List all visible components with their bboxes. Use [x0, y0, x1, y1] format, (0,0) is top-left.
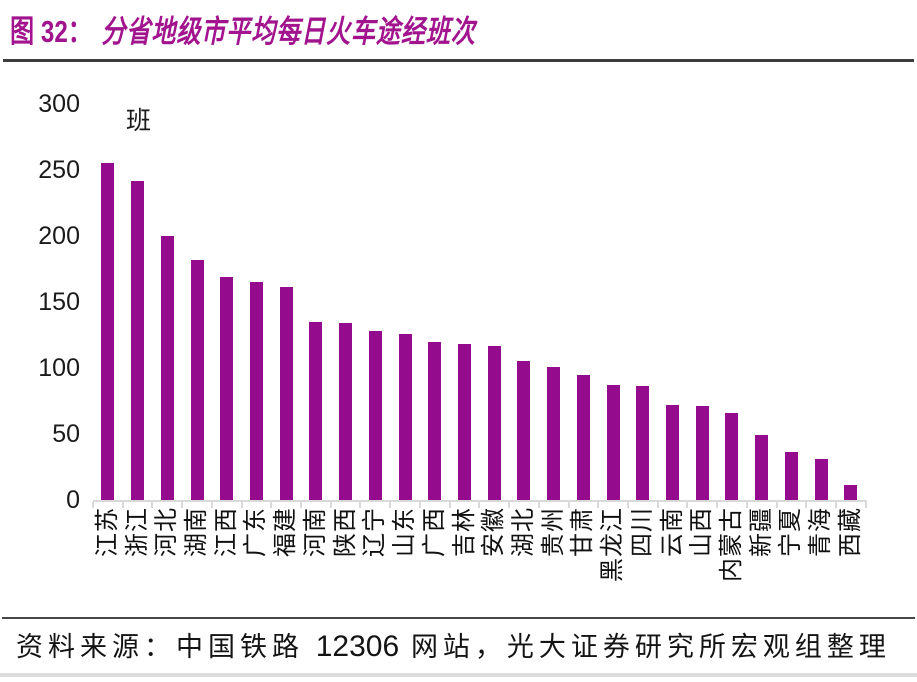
- x-axis-label: 河北: [153, 507, 181, 557]
- x-axis-tick: [716, 502, 719, 508]
- bar: [131, 180, 145, 500]
- x-axis-tick: [864, 502, 867, 508]
- x-axis-tick: [448, 502, 451, 508]
- bar: [695, 406, 709, 500]
- figure-number: 图 32：: [10, 14, 92, 49]
- x-axis-label: 陕西: [331, 507, 359, 557]
- x-axis-label: 山西: [688, 507, 716, 557]
- x-axis-tick: [626, 502, 629, 508]
- x-axis-tick: [478, 502, 481, 508]
- x-axis-label: 贵州: [539, 507, 567, 557]
- x-axis-label: 吉林: [450, 507, 478, 557]
- bar: [487, 345, 501, 500]
- x-axis-label: 四川: [628, 507, 656, 557]
- x-axis-tick: [270, 502, 273, 508]
- x-axis-tick: [359, 502, 362, 508]
- x-axis-tick: [537, 502, 540, 508]
- bar: [220, 276, 234, 500]
- x-axis-tick: [567, 502, 570, 508]
- source-note-number: 12306: [315, 630, 400, 663]
- y-axis-tick-label: 200: [38, 222, 80, 250]
- y-axis-tick-label: 300: [38, 90, 80, 118]
- y-axis-tick-label: 100: [38, 354, 80, 382]
- x-axis-tick: [418, 502, 421, 508]
- bar: [160, 236, 174, 500]
- bar: [547, 366, 561, 500]
- x-axis-label: 辽宁: [361, 507, 389, 557]
- x-axis-tick: [210, 502, 213, 508]
- x-axis-tick: [181, 502, 184, 508]
- title-divider: [3, 59, 914, 62]
- x-axis-tick: [92, 502, 94, 508]
- x-axis-tick: [329, 502, 332, 508]
- x-axis-label: 甘肃: [569, 507, 597, 557]
- source-note-prefix: 资料来源：中国铁路: [16, 632, 316, 662]
- x-axis-label: 西藏: [836, 507, 864, 557]
- bar: [398, 333, 412, 500]
- y-axis-unit-label: 班: [126, 107, 152, 135]
- x-axis-tick: [121, 502, 124, 508]
- x-axis-label: 广西: [420, 507, 448, 557]
- bar: [666, 404, 680, 500]
- bottom-border: [0, 673, 917, 677]
- x-axis-label: 河南: [301, 507, 329, 557]
- bar: [576, 374, 590, 500]
- y-axis-tick-label: 50: [52, 420, 80, 448]
- x-axis-label: 广东: [242, 507, 270, 557]
- bar: [368, 331, 382, 500]
- bar: [279, 287, 293, 500]
- x-axis-label: 黑龙江: [599, 507, 627, 582]
- bar: [309, 321, 323, 500]
- x-axis-tick: [240, 502, 243, 508]
- figure-title-text: 分省地级市平均每日火车途经班次: [101, 14, 476, 49]
- bar: [784, 452, 798, 500]
- source-note-suffix: 网站，光大证券研究所宏观组整理: [399, 632, 891, 662]
- x-axis-tick: [151, 502, 154, 508]
- x-axis-label: 湖南: [183, 507, 211, 557]
- bar: [517, 361, 531, 500]
- x-axis-tick: [686, 502, 689, 508]
- x-axis-tick: [597, 502, 600, 508]
- x-axis-label: 宁夏: [777, 507, 805, 557]
- bar: [339, 323, 353, 500]
- bar: [814, 459, 828, 500]
- bar: [606, 385, 620, 500]
- x-axis-tick: [300, 502, 303, 508]
- x-axis-label: 青海: [807, 507, 835, 557]
- x-axis-tick: [656, 502, 659, 508]
- x-axis-label: 新疆: [747, 507, 775, 557]
- x-axis-line: [93, 500, 867, 502]
- figure-title: 图 32： 分省地级市平均每日火车途经班次: [10, 6, 476, 51]
- bar: [249, 282, 263, 500]
- x-axis-label: 内蒙古: [717, 507, 745, 582]
- x-axis-label: 湖北: [509, 507, 537, 557]
- bar: [844, 485, 858, 500]
- bar: [636, 386, 650, 500]
- x-axis-label: 浙江: [123, 507, 151, 557]
- bar: [101, 163, 115, 500]
- y-axis-tick-label: 0: [66, 486, 80, 514]
- x-axis-tick: [745, 502, 748, 508]
- bar: [428, 341, 442, 500]
- x-axis-label: 江西: [212, 507, 240, 557]
- x-axis-label: 福建: [272, 507, 300, 557]
- y-axis-tick-label: 250: [38, 156, 80, 184]
- y-axis-tick-label: 150: [38, 288, 80, 316]
- footer-divider: [2, 617, 915, 619]
- bar: [458, 344, 471, 500]
- x-axis-label: 江苏: [93, 507, 121, 557]
- x-axis-tick: [805, 502, 808, 508]
- x-axis-tick: [775, 502, 778, 508]
- x-axis-tick: [389, 502, 392, 508]
- x-axis-label: 山东: [391, 507, 419, 557]
- x-axis-label: 安徽: [480, 507, 508, 557]
- bar: [190, 259, 204, 500]
- x-axis-label: 云南: [658, 507, 686, 557]
- x-axis-tick: [835, 502, 837, 508]
- source-note: 资料来源：中国铁路 12306 网站，光大证券研究所宏观组整理: [16, 625, 891, 664]
- bar: [755, 435, 769, 500]
- bar: [725, 412, 739, 500]
- x-axis-tick: [508, 502, 511, 508]
